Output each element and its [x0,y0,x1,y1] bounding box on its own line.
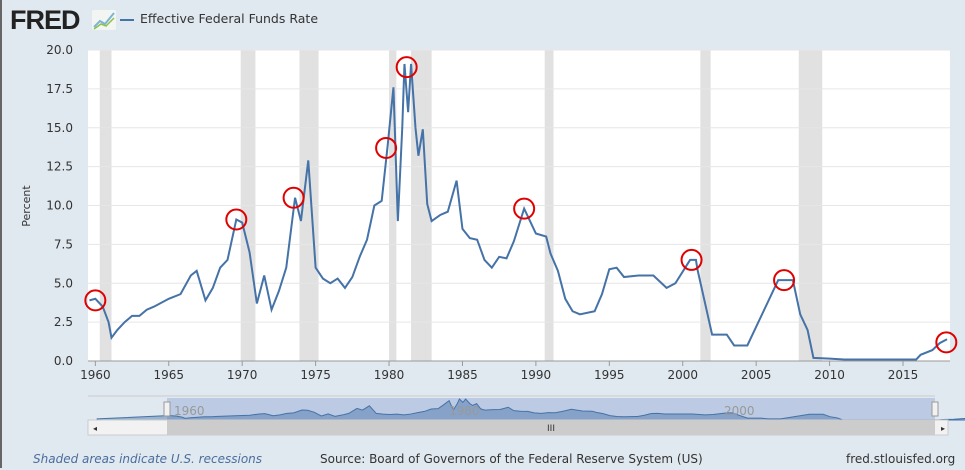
highlight-circle [84,289,107,312]
scroll-right-arrow-icon[interactable]: ▸ [941,424,945,433]
y-tick-label: 2.5 [54,315,73,329]
scroll-left-arrow-icon[interactable]: ◂ [93,424,97,433]
y-tick-label: 17.5 [46,82,73,96]
x-tick-label: 1970 [227,368,258,382]
highlight-circle [773,269,796,292]
range-navigator: 1960 1980 2000 III ◂ ▸ [87,395,965,436]
x-tick-label: 2010 [814,368,845,382]
highlight-circle [395,56,418,79]
navigator-label: 1960 [174,404,205,418]
legend-label: Effective Federal Funds Rate [140,11,319,26]
y-tick-label: 10.0 [46,199,73,213]
y-tick-label: 15.0 [46,121,73,135]
legend-swatch [120,18,134,21]
highlight-circle [513,197,536,220]
scrollbar-grip-icon: III [547,424,555,434]
highlight-circle [680,248,703,271]
x-tick-label: 1960 [80,368,111,382]
y-axis-label: Percent [20,185,33,227]
highlight-circle [225,208,248,231]
x-tick-label: 1990 [521,368,552,382]
navigator-handle[interactable] [931,401,939,417]
recession-note: Shaded areas indicate U.S. recessions [33,452,263,466]
fred-logo[interactable]: FRED [10,5,80,35]
highlight-circle [375,136,398,159]
x-tick-label: 1980 [374,368,405,382]
navigator-series [96,398,965,421]
y-tick-label: 5.0 [54,276,73,290]
series-line [89,63,948,361]
x-tick-label: 1985 [447,368,478,382]
scrollbar-thumb[interactable] [167,420,935,435]
legend-item[interactable]: Effective Federal Funds Rate [120,11,318,26]
highlight-circle [935,331,958,354]
navigator-label: 1980 [449,404,480,418]
navigator-label: 2000 [724,404,755,418]
x-tick-label: 2015 [888,368,919,382]
navigator-selection [167,398,935,420]
y-tick-label: 20.0 [46,43,73,57]
source-text: Source: Board of Governors of the Federa… [320,452,703,466]
x-tick-label: 1995 [594,368,625,382]
y-tick-label: 7.5 [54,237,73,251]
site-link[interactable]: fred.stlouisfed.org [846,452,956,466]
y-tick-label: 12.5 [46,160,73,174]
highlight-circle [282,186,305,209]
x-tick-label: 1965 [153,368,184,382]
x-tick-label: 2005 [741,368,772,382]
navigator-handle[interactable] [163,401,171,417]
x-tick-label: 1975 [300,368,331,382]
y-tick-label: 0.0 [54,354,73,368]
x-tick-label: 2000 [667,368,698,382]
